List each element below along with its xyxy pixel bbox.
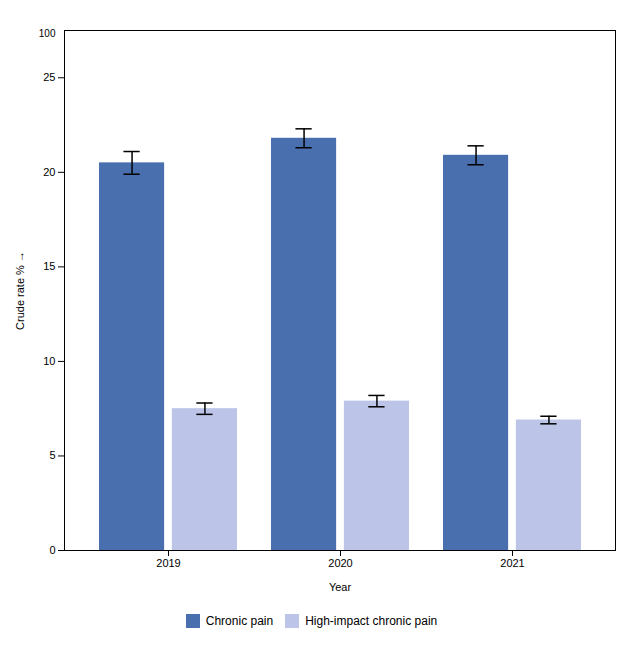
svg-text:10: 10 — [43, 355, 55, 367]
svg-text:100: 100 — [39, 28, 56, 39]
svg-text:Year: Year — [329, 581, 352, 593]
svg-text:20: 20 — [43, 166, 55, 178]
html-text:Chronic pain: Chronic pain — [205, 613, 274, 628]
svg-text:25: 25 — [43, 71, 55, 83]
svg-text:2019: 2019 — [156, 557, 180, 569]
svg-text:0: 0 — [49, 544, 55, 556]
html-text:High-impact chronic pain: High-impact chronic pain — [305, 613, 438, 628]
svg-text:2021: 2021 — [500, 557, 524, 569]
svg-text:15: 15 — [43, 260, 55, 272]
svg-text:Crude rate % →: Crude rate % → — [14, 251, 26, 330]
svg-text:2020: 2020 — [328, 557, 352, 569]
svg-text:5: 5 — [49, 449, 55, 461]
